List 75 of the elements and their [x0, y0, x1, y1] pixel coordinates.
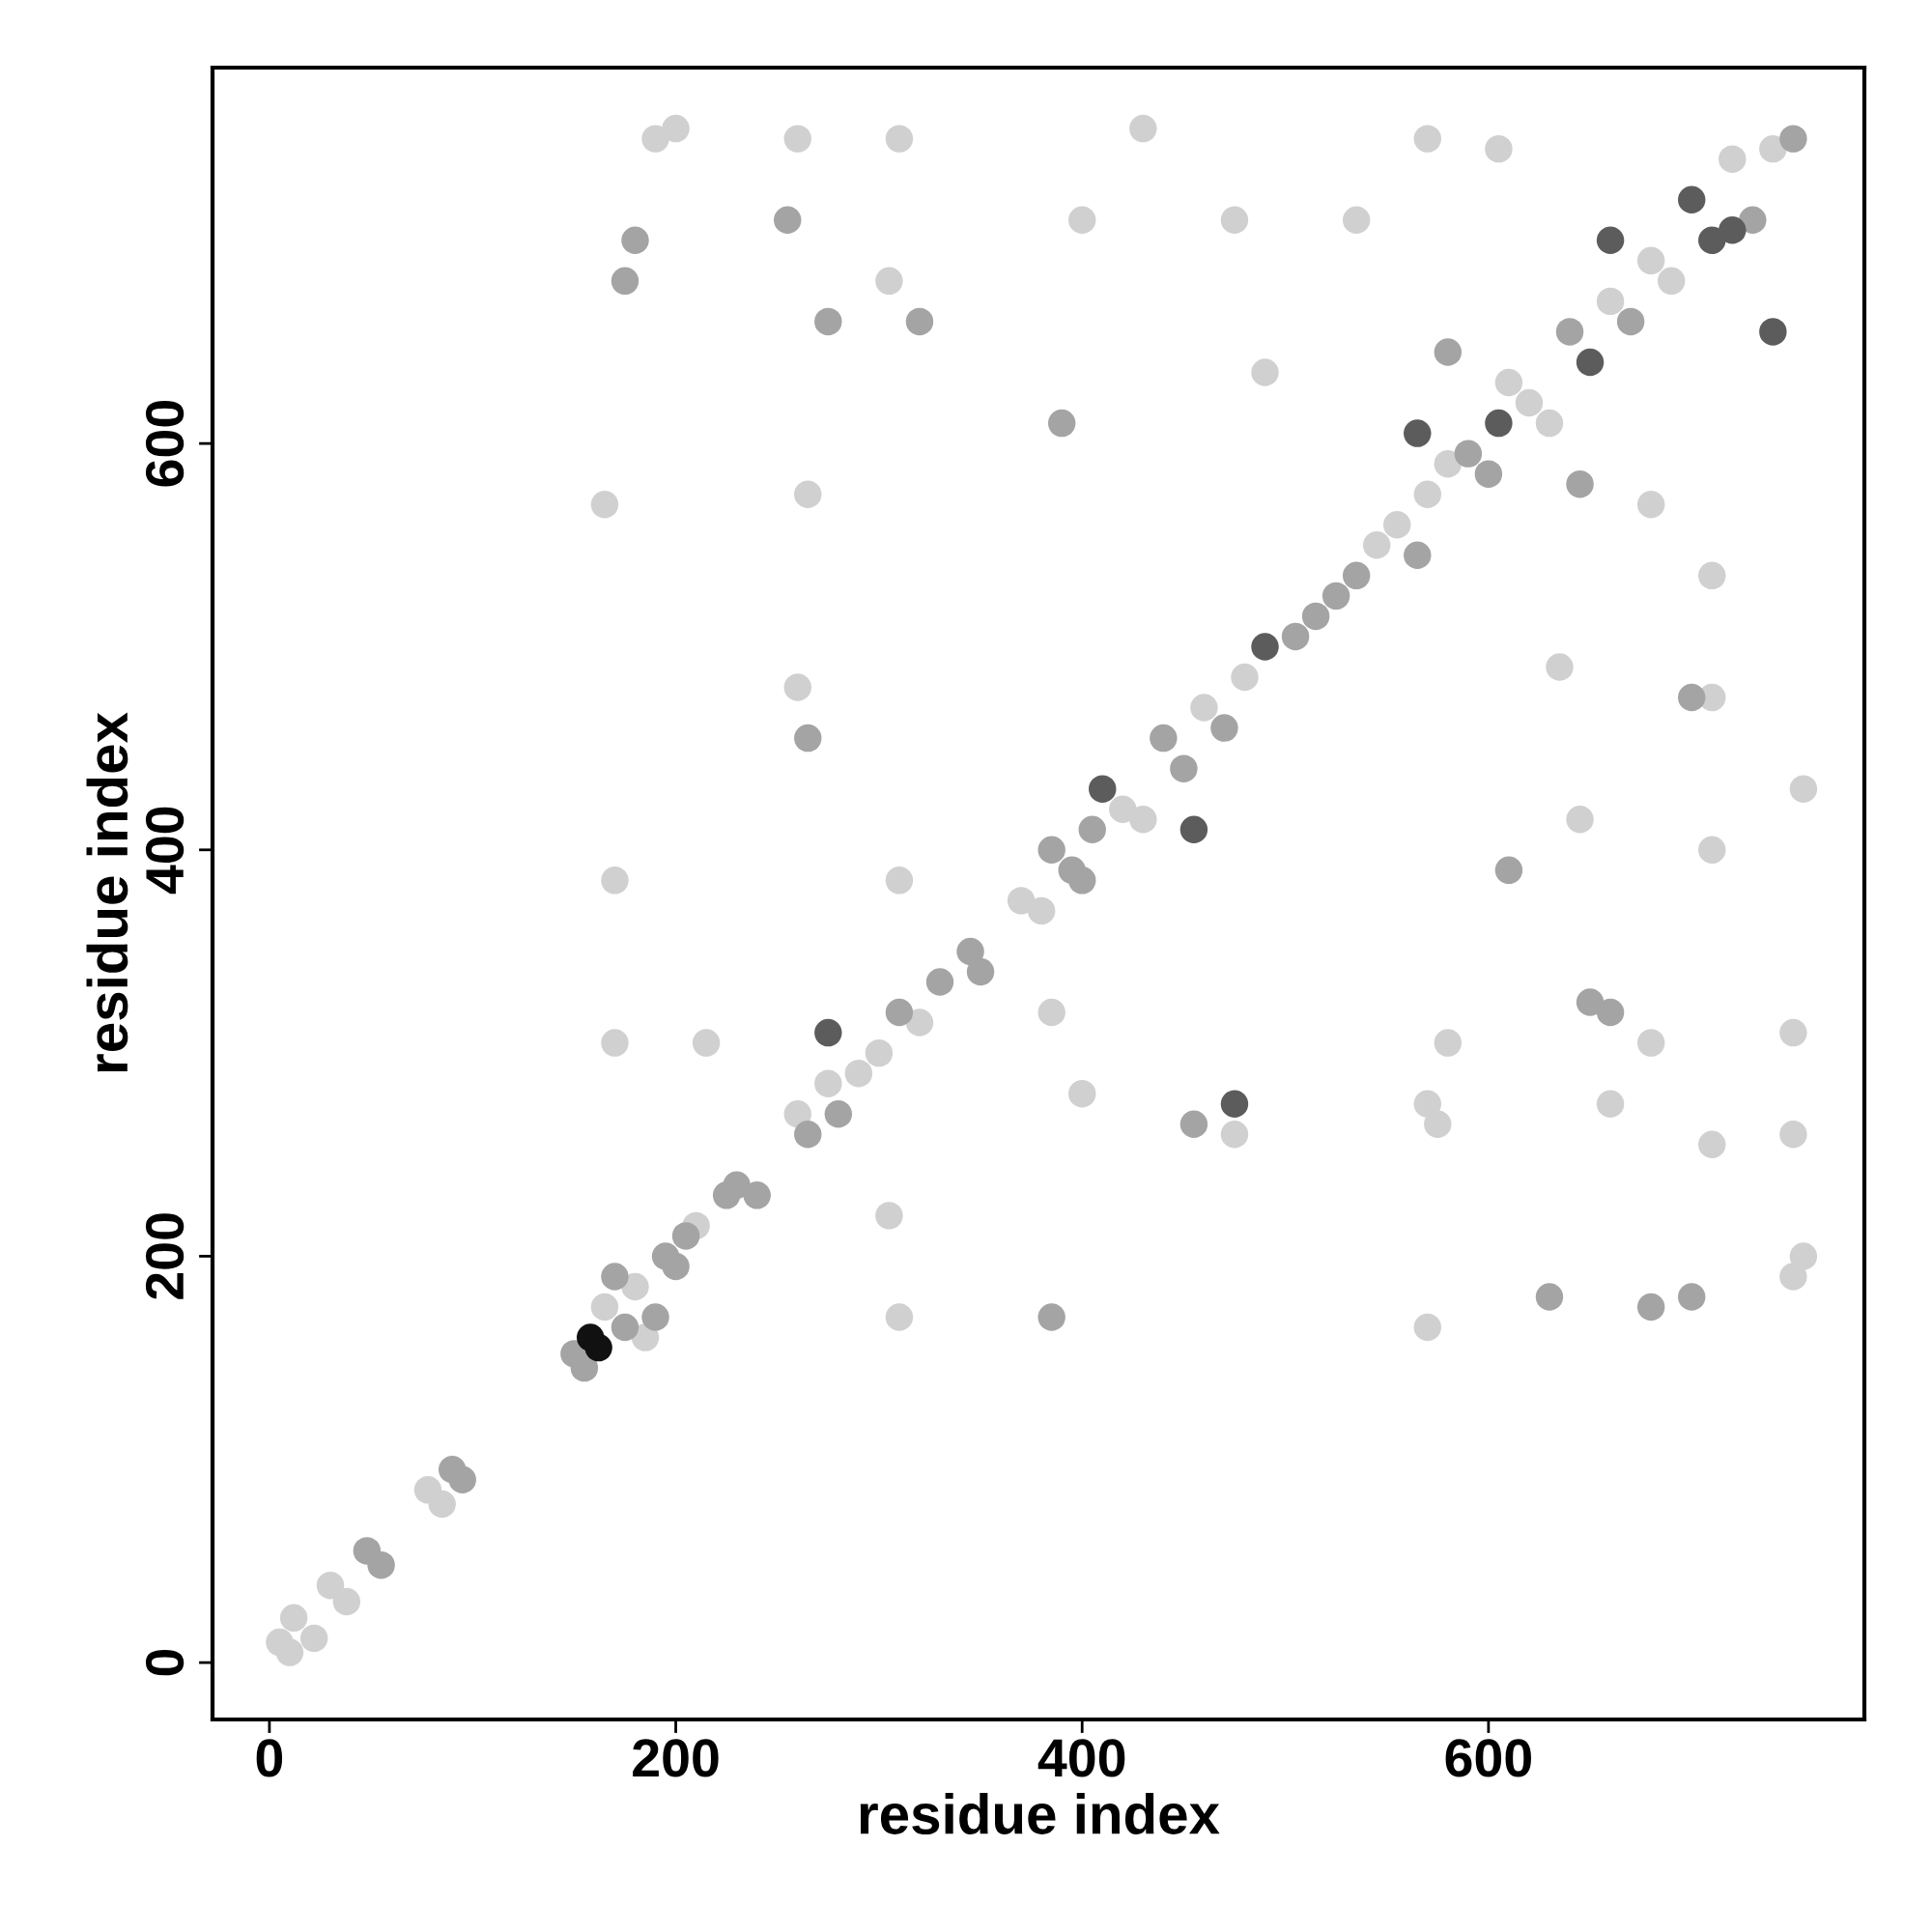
point [1535, 1283, 1564, 1311]
point [662, 1252, 690, 1281]
point [1220, 1090, 1249, 1118]
point [1596, 226, 1625, 255]
point [367, 1550, 395, 1579]
point [1210, 714, 1238, 742]
point [611, 1313, 639, 1342]
x-tick-label: 400 [1037, 1739, 1125, 1777]
y-tick-label: 600 [145, 401, 185, 487]
point [448, 1465, 476, 1494]
point [1281, 622, 1310, 651]
point [1494, 856, 1523, 885]
point [814, 307, 842, 336]
point [723, 1171, 751, 1200]
point [1719, 216, 1747, 244]
x-tick-label: 600 [1445, 1739, 1531, 1777]
point [794, 724, 822, 753]
point [774, 206, 802, 234]
point [956, 937, 984, 966]
point [814, 1018, 842, 1047]
point [743, 1181, 771, 1209]
point [584, 1333, 612, 1362]
x-tick-label: 0 [256, 1739, 283, 1777]
point [570, 1353, 599, 1382]
point [885, 998, 914, 1027]
point [621, 226, 649, 255]
point [1759, 318, 1787, 346]
point [1616, 307, 1645, 336]
point [1576, 348, 1605, 377]
point [1739, 206, 1767, 234]
point [1342, 561, 1371, 590]
x-tick-label: 200 [633, 1739, 719, 1777]
point [611, 267, 639, 296]
point [641, 1303, 669, 1331]
point [1404, 419, 1432, 447]
point [1089, 775, 1117, 803]
point [1698, 226, 1726, 255]
point [925, 968, 954, 996]
point [1555, 318, 1584, 346]
point [1434, 338, 1463, 366]
point [1078, 815, 1106, 843]
point [1474, 460, 1503, 488]
y-tick-label: 200 [145, 1213, 185, 1299]
y-tick-label: 0 [145, 1649, 185, 1676]
point [1485, 409, 1513, 438]
point [1404, 541, 1432, 570]
point [1636, 1293, 1665, 1321]
point [1677, 683, 1706, 712]
point [1179, 815, 1208, 843]
point [1677, 1283, 1706, 1311]
point [1301, 602, 1330, 631]
point [1037, 836, 1065, 865]
point [1150, 724, 1178, 753]
point [1179, 1110, 1208, 1138]
point [1454, 440, 1483, 468]
y-tick-label: 400 [145, 807, 185, 895]
point [1779, 125, 1807, 153]
point [1037, 1303, 1065, 1331]
point [1677, 185, 1706, 213]
point [1251, 633, 1279, 661]
point [824, 1099, 853, 1128]
point [1321, 582, 1350, 611]
point [1596, 998, 1625, 1027]
y-axis-title: residue index [86, 712, 128, 1072]
point [905, 307, 934, 336]
x-axis-title: residue index [860, 1793, 1220, 1834]
point [601, 1263, 629, 1291]
point [1170, 754, 1198, 782]
point [1067, 867, 1096, 895]
point [671, 1222, 700, 1250]
point [794, 1121, 822, 1149]
point [1047, 409, 1076, 438]
point [966, 957, 995, 986]
point [1576, 988, 1605, 1016]
point [1566, 469, 1594, 498]
